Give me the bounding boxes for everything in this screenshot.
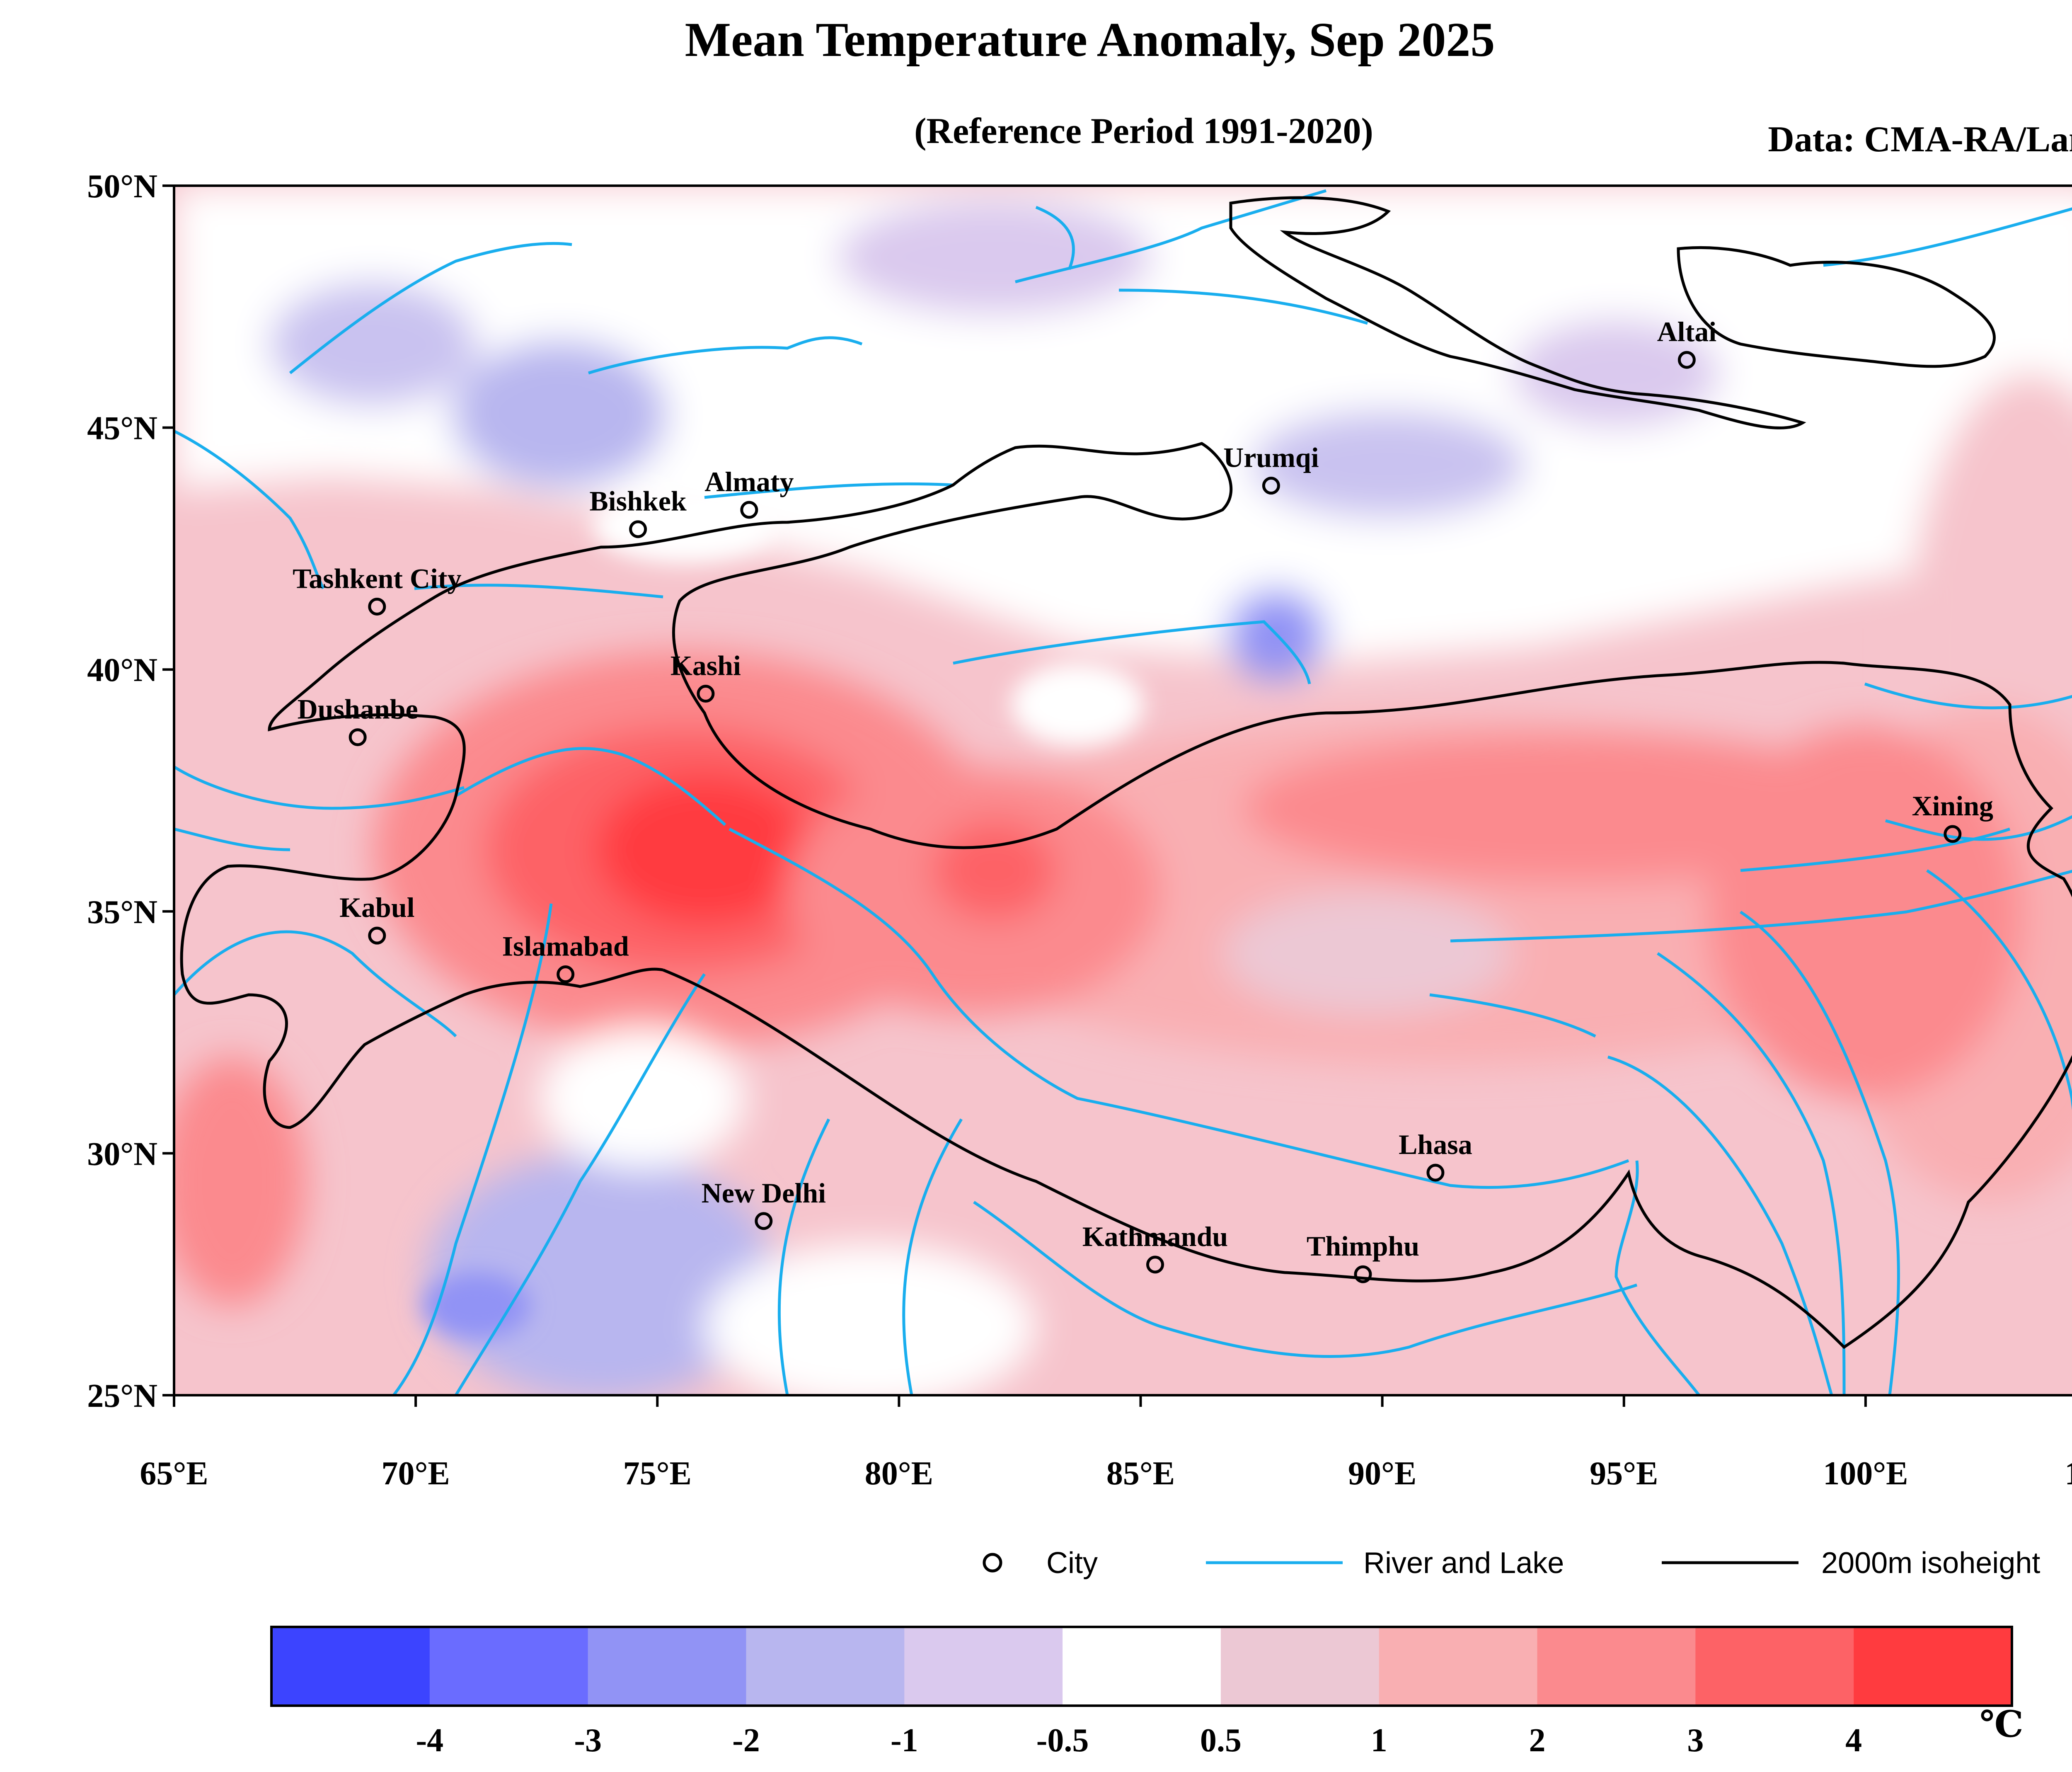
chart-subtitle: (Reference Period 1991-2020) bbox=[914, 111, 1373, 151]
city-marker bbox=[368, 597, 386, 616]
colorbar-swatch bbox=[904, 1627, 1063, 1706]
city-label: Dushanbe bbox=[298, 693, 418, 725]
data-source: Data: CMA-RA/Land bbox=[1768, 119, 2072, 160]
lat-tick-label: 30°N bbox=[87, 1136, 157, 1172]
colorbar-swatch bbox=[1063, 1627, 1221, 1706]
rivers-and-lakes bbox=[174, 189, 2072, 1395]
lat-tick-label: 40°N bbox=[87, 652, 157, 688]
colorbar-unit: ℃ bbox=[1980, 1705, 2023, 1745]
colorbar-tick-label: -0.5 bbox=[1036, 1722, 1089, 1759]
colorbar-swatch bbox=[588, 1627, 746, 1706]
city-label: Kabul bbox=[339, 892, 414, 923]
chart-title: Mean Temperature Anomaly, Sep 2025 bbox=[685, 12, 1495, 67]
colorbar-tick-label: 2 bbox=[1529, 1722, 1546, 1759]
map-legend: City River and Lake 2000m isoheight bbox=[983, 1547, 2040, 1580]
legend-city-symbol bbox=[983, 1553, 1002, 1573]
city-marker bbox=[629, 520, 647, 538]
latitude-axis: 50°N 45°N 40°N 35°N 30°N 25°N bbox=[87, 168, 174, 1414]
map-panel: Altai Urumqi Almaty Bishkek Tashkent City Kas… bbox=[174, 186, 2072, 1395]
city-label: Bishkek bbox=[589, 485, 687, 517]
colorbar-frame bbox=[270, 1626, 2013, 1707]
city-marker bbox=[1354, 1265, 1372, 1283]
city-marker bbox=[755, 1212, 773, 1230]
colorbar-tick-label: -4 bbox=[416, 1722, 443, 1759]
lon-tick-label: 105°E bbox=[2065, 1455, 2072, 1492]
city-marker bbox=[697, 685, 715, 703]
city-label: Islamabad bbox=[502, 931, 629, 962]
city-label: Lhasa bbox=[1399, 1129, 1472, 1160]
isoheight-contour bbox=[180, 196, 2072, 1349]
anomaly-field bbox=[174, 186, 2072, 1395]
lat-tick-label: 25°N bbox=[87, 1378, 157, 1414]
colorbar-tick-label: 4 bbox=[1845, 1722, 1862, 1759]
legend-isoheight-label: 2000m isoheight bbox=[1821, 1547, 2040, 1580]
city-label: Xining bbox=[1912, 790, 1994, 822]
colorbar-swatch bbox=[429, 1627, 588, 1706]
colorbar-tick-label: -3 bbox=[574, 1722, 602, 1759]
city-label: Urumqi bbox=[1223, 442, 1319, 473]
lon-tick-label: 75°E bbox=[623, 1455, 692, 1492]
lat-tick-label: 35°N bbox=[87, 894, 157, 931]
city-marker bbox=[1262, 477, 1280, 495]
colorbar-tick-label: 3 bbox=[1687, 1722, 1704, 1759]
city-label: Thimphu bbox=[1307, 1230, 1419, 1262]
city-marker bbox=[557, 965, 575, 984]
lat-tick-label: 50°N bbox=[87, 168, 157, 205]
city-label: Tashkent City bbox=[293, 562, 462, 594]
longitude-axis: 65°E 70°E 75°E 80°E 85°E 90°E 95°E 100°E 105°E bbox=[140, 1395, 2072, 1492]
city-marker bbox=[1146, 1256, 1164, 1274]
city-marker bbox=[1426, 1164, 1445, 1182]
city-label: Kathmandu bbox=[1082, 1221, 1228, 1252]
city-marker bbox=[1944, 825, 1962, 843]
city-label: Kashi bbox=[670, 650, 741, 681]
legend-city-label: City bbox=[1046, 1547, 1098, 1580]
city-label: Altai bbox=[1657, 316, 1717, 347]
city-marker bbox=[1677, 351, 1696, 369]
city-markers: Altai Urumqi Almaty Bishkek Tashkent City Kas… bbox=[293, 316, 1994, 1283]
colorbar-swatch bbox=[1537, 1627, 1696, 1706]
colorbar-tick-label: -2 bbox=[732, 1722, 760, 1759]
colorbar-swatch bbox=[746, 1627, 905, 1706]
lon-tick-label: 95°E bbox=[1590, 1455, 1658, 1492]
colorbar-swatch bbox=[1379, 1627, 1538, 1706]
colorbar-swatch bbox=[271, 1627, 430, 1706]
city-label: New Delhi bbox=[702, 1177, 826, 1209]
city-label: Almaty bbox=[704, 466, 794, 497]
legend-river-label: River and Lake bbox=[1363, 1547, 1564, 1580]
city-marker bbox=[368, 926, 386, 945]
lon-tick-label: 90°E bbox=[1348, 1455, 1416, 1492]
colorbar-swatch bbox=[1220, 1627, 1380, 1706]
colorbar-tick-label: 1 bbox=[1371, 1722, 1387, 1759]
city-marker bbox=[740, 501, 758, 519]
colorbar: -4 -3 -2 -1 -0.5 0.5 1 2 3 4 bbox=[270, 1626, 2013, 1759]
lat-tick-label: 45°N bbox=[87, 410, 157, 447]
colorbar-tick-label: -1 bbox=[891, 1722, 918, 1759]
lon-tick-label: 100°E bbox=[1823, 1455, 1908, 1492]
lon-tick-label: 80°E bbox=[865, 1455, 933, 1492]
lon-tick-label: 65°E bbox=[140, 1455, 208, 1492]
colorbar-swatch bbox=[1695, 1627, 1854, 1706]
colorbar-tick-label: 0.5 bbox=[1200, 1722, 1242, 1759]
city-marker bbox=[349, 728, 367, 747]
colorbar-swatch bbox=[1854, 1627, 2012, 1706]
lon-tick-label: 70°E bbox=[381, 1455, 450, 1492]
lon-tick-label: 85°E bbox=[1106, 1455, 1175, 1492]
